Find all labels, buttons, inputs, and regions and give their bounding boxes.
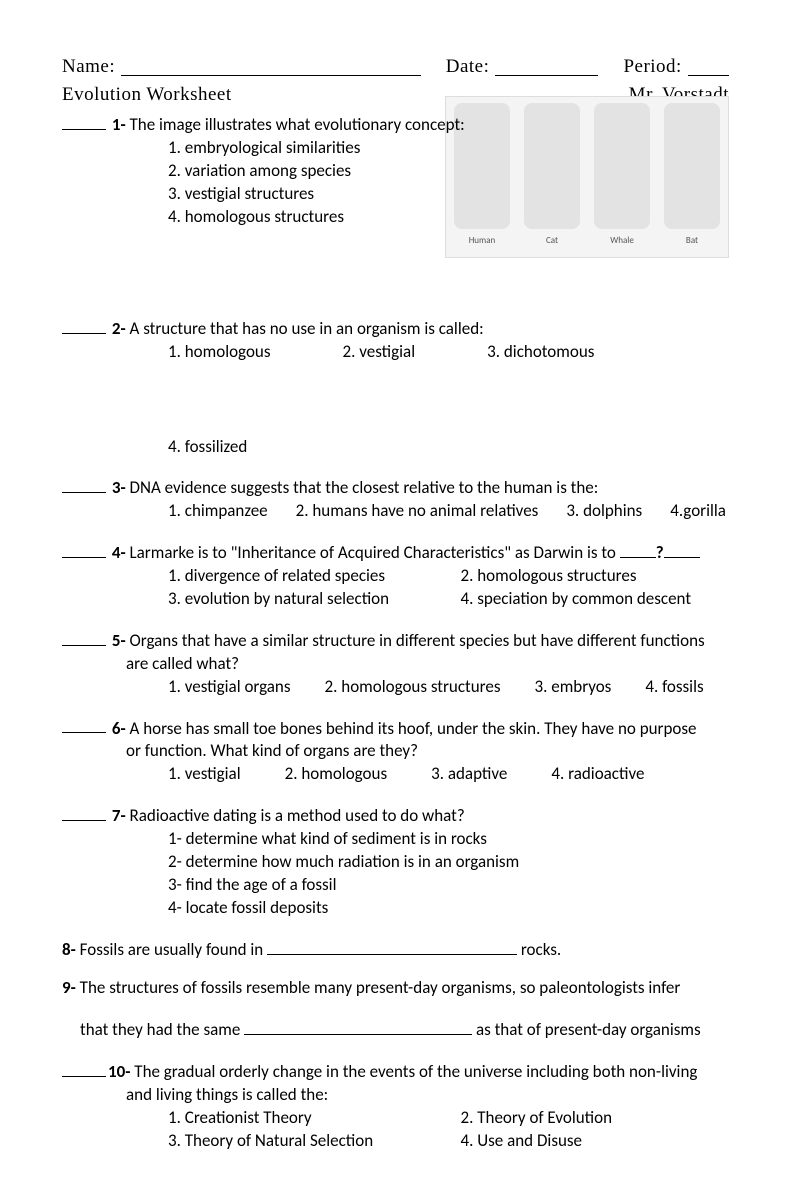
date-blank[interactable] (495, 54, 598, 76)
q4-blank-b[interactable] (664, 539, 700, 558)
qnum-3: 3- (112, 477, 126, 498)
qnum-9: 9- (62, 977, 76, 998)
qnum-5: 5- (112, 630, 126, 651)
name-blank[interactable] (121, 54, 420, 76)
question-9: 9- The structures of fossils resemble ma… (62, 977, 729, 1000)
qnum-1: 1- (112, 114, 126, 135)
qnum-2: 2- (112, 318, 126, 339)
q7-opt-3: 3- find the age of a fossil (62, 874, 729, 897)
stem-10b: and living things is called the: (62, 1084, 729, 1107)
answer-blank-6[interactable] (62, 715, 106, 734)
q10-opt-4: 4. Use and Disuse (461, 1130, 730, 1153)
limb-label-bat: Bat (664, 235, 720, 247)
qnum-6: 6- (112, 717, 126, 738)
answer-blank-4[interactable] (62, 539, 106, 558)
stem-5a: Organs that have a similar structure in … (130, 630, 705, 651)
q2-opt-1: 1. homologous (168, 341, 271, 364)
q9-line2-pre: that they had the same (80, 1019, 244, 1040)
period-label: Period: (623, 54, 681, 80)
q3-opt-3: 3. dolphins (566, 500, 642, 523)
q10-opt-1: 1. Creationist Theory (168, 1107, 437, 1130)
date-label: Date: (446, 54, 490, 80)
q10-opt-3: 3. Theory of Natural Selection (168, 1130, 437, 1153)
question-6: 6- A horse has small toe bones behind it… (62, 715, 729, 787)
q4-opt-4: 4. speciation by common descent (461, 588, 730, 611)
q6-opt-2: 2. homologous (285, 763, 388, 786)
stem-2: A structure that has no use in an organi… (130, 318, 484, 339)
stem-4-pre: Larmarke is to "Inheritance of Acquired … (130, 542, 620, 563)
q3-opt-4: 4.gorilla (670, 500, 726, 523)
q8-blank[interactable] (267, 936, 517, 955)
stem-5b: are called what? (62, 653, 729, 676)
q9-line1: The structures of fossils resemble many … (80, 977, 681, 998)
stem-10a: The gradual orderly change in the events… (134, 1061, 697, 1082)
limb-label-cat: Cat (524, 235, 580, 247)
q4-opt-2: 2. homologous structures (461, 565, 730, 588)
answer-blank-5[interactable] (62, 627, 106, 646)
stem-6a: A horse has small toe bones behind its h… (130, 717, 697, 738)
q3-opt-1: 1. chimpanzee (168, 500, 268, 523)
qnum-4: 4- (112, 542, 126, 563)
q2-opt-2: 2. vestigial (343, 341, 416, 364)
stem-7: Radioactive dating is a method used to d… (130, 805, 465, 826)
q9-line2-post: as that of present-day organisms (472, 1019, 700, 1040)
answer-blank-3[interactable] (62, 474, 106, 493)
name-label: Name: (62, 54, 115, 80)
q10-opt-2: 2. Theory of Evolution (461, 1107, 730, 1130)
question-7: 7- Radioactive dating is a method used t… (62, 802, 729, 920)
stem-3: DNA evidence suggests that the closest r… (130, 477, 599, 498)
q6-opt-1: 1. vestigial (168, 763, 241, 786)
qnum-7: 7- (112, 805, 126, 826)
question-9-cont: that they had the same as that of presen… (62, 1016, 729, 1042)
q1-opt-3: 3. vestigial structures (62, 183, 729, 206)
q8-pre: Fossils are usually found in (80, 939, 267, 960)
q5-opt-4: 4. fossils (645, 676, 703, 699)
q2-opt-3: 3. dichotomous (487, 341, 594, 364)
q5-opt-2: 2. homologous structures (325, 676, 501, 699)
answer-blank-1[interactable] (62, 111, 106, 130)
stem-1: The image illustrates what evolutionary … (130, 114, 465, 135)
q4-opt-1: 1. divergence of related species (168, 565, 437, 588)
stem-6b: or function. What kind of organs are the… (62, 740, 729, 763)
q8-post: rocks. (517, 939, 561, 960)
qnum-8: 8- (62, 939, 76, 960)
worksheet-title: Evolution Worksheet (62, 82, 232, 108)
q4-blank-a[interactable] (620, 539, 656, 558)
question-3: 3- DNA evidence suggests that the closes… (62, 474, 729, 523)
q1-opt-4: 4. homologous structures (62, 206, 729, 229)
limb-label-human: Human (454, 235, 510, 247)
q3-opt-2: 2. humans have no animal relatives (296, 500, 539, 523)
q6-opt-3: 3. adaptive (431, 763, 507, 786)
question-5: 5- Organs that have a similar structure … (62, 627, 729, 699)
q7-opt-4: 4- locate fossil deposits (62, 897, 729, 920)
q2-opt-4: 4. fossilized (168, 436, 247, 459)
question-1: 1- The image illustrates what evolutiona… (62, 111, 729, 229)
qnum-10: 10- (108, 1061, 130, 1082)
question-10: 10- The gradual orderly change in the ev… (62, 1058, 729, 1153)
q5-opt-1: 1. vestigial organs (168, 676, 291, 699)
question-8: 8- Fossils are usually found in rocks. (62, 936, 729, 962)
q4-opt-3: 3. evolution by natural selection (168, 588, 437, 611)
q6-opt-4: 4. radioactive (551, 763, 644, 786)
q1-opt-2: 2. variation among species (62, 160, 729, 183)
stem-4-post: ? (656, 542, 664, 563)
q5-opt-3: 3. embryos (534, 676, 611, 699)
answer-blank-2[interactable] (62, 315, 106, 334)
question-2: 2- A structure that has no use in an org… (62, 315, 729, 459)
header-line-1: Name: Date: Period: (62, 54, 729, 80)
answer-blank-7[interactable] (62, 802, 106, 821)
q7-opt-1: 1- determine what kind of sediment is in… (62, 828, 729, 851)
q7-opt-2: 2- determine how much radiation is in an… (62, 851, 729, 874)
answer-blank-10[interactable] (62, 1058, 106, 1077)
period-blank[interactable] (688, 54, 729, 76)
limb-label-whale: Whale (594, 235, 650, 247)
q1-opt-1: 1. embryological similarities (62, 137, 729, 160)
question-4: 4- Larmarke is to "Inheritance of Acquir… (62, 539, 729, 611)
q9-blank[interactable] (244, 1016, 472, 1035)
